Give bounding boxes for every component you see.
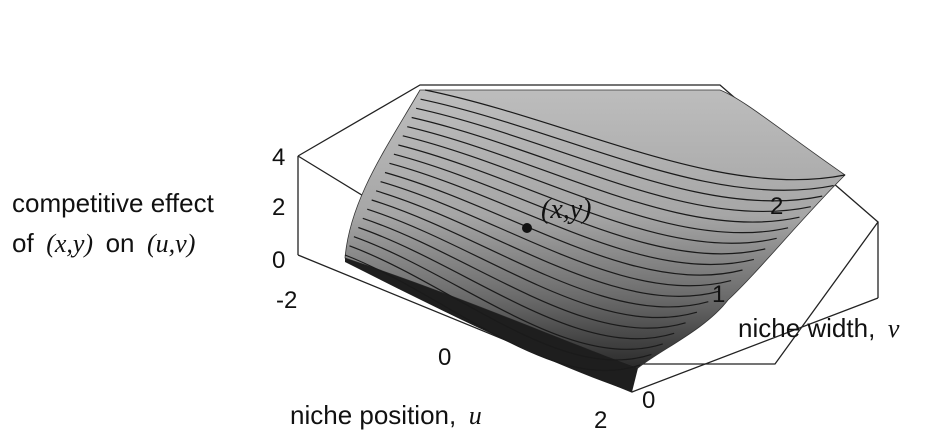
y-tick-label: 1 — [712, 281, 725, 308]
contour-line — [424, 89, 846, 181]
x-tick-label: 0 — [438, 344, 451, 371]
contour-line — [393, 153, 766, 255]
x-tick-label: -2 — [276, 287, 297, 314]
contour-line — [380, 181, 732, 287]
contour-line — [407, 126, 800, 223]
contour-line — [420, 98, 834, 191]
contour-line — [349, 245, 652, 361]
contour-line — [411, 116, 811, 213]
y-axis-label: niche width, v — [738, 313, 900, 343]
contour-line — [371, 199, 709, 308]
point-label: (x,y) — [541, 194, 592, 225]
contour-line — [362, 217, 686, 329]
y-tick-label: 2 — [770, 193, 783, 220]
contour-lines — [344, 89, 846, 371]
z-axis-label-line2: of (x,y) on (u,v) — [12, 228, 195, 258]
x-tick-label: 2 — [594, 407, 607, 432]
contour-line — [375, 190, 720, 297]
z-axis-label-line1: competitive effect — [12, 188, 215, 218]
contour-line — [384, 171, 743, 276]
contour-line — [344, 254, 641, 371]
contour-line — [358, 226, 675, 340]
contour-line — [389, 162, 755, 266]
x-axis-label: niche position, u — [290, 400, 482, 430]
point-marker — [522, 223, 532, 233]
contour-line — [402, 135, 789, 234]
z-tick-label: 4 — [272, 144, 285, 171]
y-tick-label: 0 — [642, 387, 655, 414]
surface — [344, 89, 846, 369]
z-tick-label: 2 — [272, 194, 285, 221]
contour-line — [353, 236, 663, 350]
z-tick-label: 0 — [272, 247, 285, 274]
contour-line — [398, 144, 777, 244]
contour-line — [367, 208, 698, 318]
contour-line — [415, 107, 823, 202]
